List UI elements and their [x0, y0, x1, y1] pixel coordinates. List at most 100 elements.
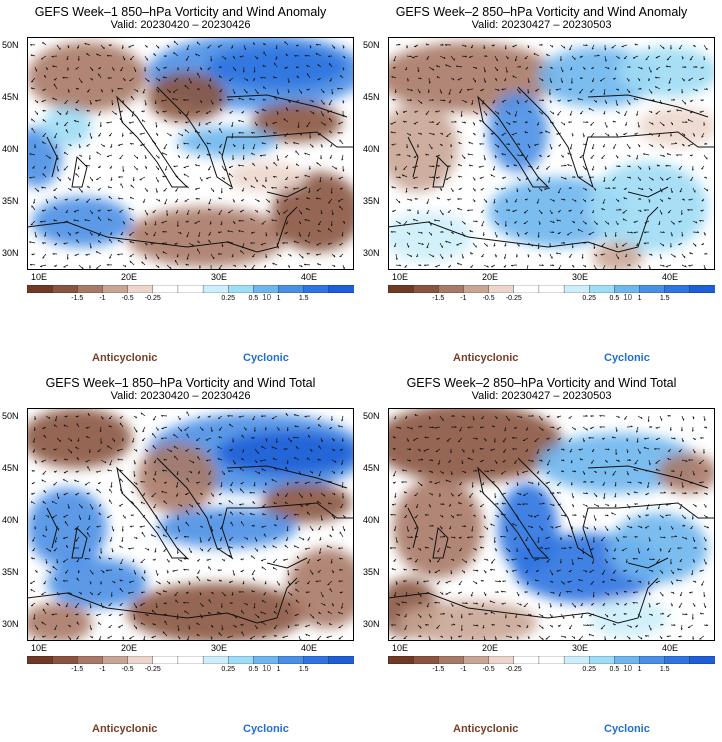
coastline [116, 95, 189, 188]
vorticity-region [588, 598, 668, 638]
latitude-label: 30N [2, 248, 19, 258]
colorbar-tick-label: 0.5 [248, 666, 259, 673]
colorbar-segment [388, 656, 414, 664]
colorbar-tick-label: -0.5 [482, 666, 495, 673]
panel-valid-dates: Valid: 20230427 – 20230503 [471, 390, 612, 402]
colorbar-tick-label: 0.5 [248, 295, 259, 302]
latitude-label: 35N [2, 196, 19, 206]
colorbar-tick-label: -0.5 [482, 295, 495, 302]
colorbar-tick-label: 1.5 [659, 666, 670, 673]
colorbar-tick-label: 1 [637, 666, 642, 673]
vorticity-region [27, 603, 92, 641]
colorbar-segment [303, 285, 330, 293]
latitude-label: 30N [363, 248, 380, 258]
vorticity-region [618, 47, 715, 97]
colorbar-segment [513, 656, 540, 664]
vorticity-region [127, 583, 307, 641]
colorbar-segment [27, 656, 53, 664]
vorticity-map [27, 408, 354, 641]
vorticity-region [27, 42, 147, 112]
latitude-label: 40N [363, 515, 380, 525]
latitude-label: 45N [2, 92, 19, 102]
latitude-label: 35N [363, 567, 380, 577]
colorbar-segment [52, 656, 78, 664]
colorbar-tick-label: 0.5 [609, 295, 620, 302]
vorticity-region [262, 483, 352, 523]
latitude-label: 50N [2, 40, 19, 50]
vorticity-map [27, 37, 354, 270]
colorbar-segment [253, 285, 280, 293]
latitude-label: 45N [363, 92, 380, 102]
longitude-label: 20E [482, 643, 499, 653]
map-panel: GEFS Week–2 850–hPa Vorticity and Wind A… [361, 0, 722, 371]
colorbar-segment [127, 285, 154, 293]
vorticity-region [127, 207, 287, 267]
colorbar [27, 656, 354, 664]
panel-title: GEFS Week–1 850–hPa Vorticity and Wind A… [34, 5, 327, 19]
colorbar [388, 656, 715, 664]
panel-title: GEFS Week–2 850–hPa Vorticity and Wind T… [406, 376, 677, 390]
colorbar-segment [328, 656, 354, 664]
coastline [388, 577, 659, 624]
colorbar-tick-label: 0.5 [609, 666, 620, 673]
anticyclonic-legend: Anticyclonic [92, 352, 158, 364]
colorbar-segment [328, 285, 354, 293]
colorbar-tick-label: 0.25 [221, 295, 236, 302]
colorbar-segment [278, 285, 305, 293]
vorticity-region [538, 433, 698, 493]
colorbar-segment [538, 285, 565, 293]
vorticity-region [388, 102, 458, 192]
coastline [156, 86, 354, 189]
vorticity-region [27, 488, 107, 568]
colorbar-segment [102, 285, 129, 293]
colorbar [388, 285, 715, 293]
colorbar-segment [563, 285, 590, 293]
colorbar-tick-label: 1 [637, 295, 642, 302]
longitude-label: 10E [31, 643, 48, 653]
map-panel: GEFS Week–1 850–hPa Vorticity and Wind T… [0, 371, 361, 742]
longitude-label: 30E [572, 643, 589, 653]
coastline [627, 557, 669, 569]
coastline [266, 557, 308, 569]
wind-vectors [390, 43, 709, 270]
colorbar-segment [589, 285, 616, 293]
colorbar-tick-label: -1.5 [71, 295, 84, 302]
colorbar-segment [27, 285, 53, 293]
coastline [226, 94, 348, 118]
latitude-label: 30N [363, 619, 380, 629]
vorticity-map [388, 37, 715, 270]
colorbar-tick-label: 1.5 [659, 295, 670, 302]
vorticity-region [272, 172, 354, 252]
coastline [226, 465, 348, 489]
vorticity-region [47, 558, 147, 608]
coastline [388, 206, 659, 253]
anticyclonic-legend: Anticyclonic [92, 723, 158, 735]
colorbar-segment [177, 285, 204, 293]
panel-title: GEFS Week–1 850–hPa Vorticity and Wind T… [45, 376, 316, 390]
vorticity-region [147, 72, 227, 122]
colorbar-segment [228, 656, 255, 664]
panel-valid-dates: Valid: 20230420 – 20230426 [110, 390, 251, 402]
colorbar-tick-label: 1 [276, 666, 281, 673]
colorbar-segment [689, 656, 715, 664]
colorbar-segment [52, 285, 78, 293]
colorbar-segment [589, 656, 616, 664]
cyclonic-legend: Cyclonic [243, 723, 289, 735]
longitude-label: 20E [482, 272, 499, 282]
longitude-label: 40E [662, 272, 679, 282]
colorbar-tick-label: 1 [276, 295, 281, 302]
colorbar-segment [664, 285, 691, 293]
latitude-label: 50N [363, 40, 380, 50]
panel-valid-dates: Valid: 20230427 – 20230503 [471, 19, 612, 31]
colorbar-scale: 10 [262, 664, 272, 673]
coastline [407, 507, 419, 549]
colorbar-tick-label: 0.25 [221, 666, 236, 673]
colorbar-tick-label: -0.25 [144, 295, 161, 302]
longitude-label: 40E [301, 643, 318, 653]
colorbar-segment [253, 656, 280, 664]
colorbar-segment [278, 656, 305, 664]
colorbar-segment [77, 656, 104, 664]
colorbar-tick-label: -1 [99, 295, 106, 302]
anticyclonic-legend: Anticyclonic [453, 352, 519, 364]
colorbar-tick-label: -0.5 [121, 666, 134, 673]
